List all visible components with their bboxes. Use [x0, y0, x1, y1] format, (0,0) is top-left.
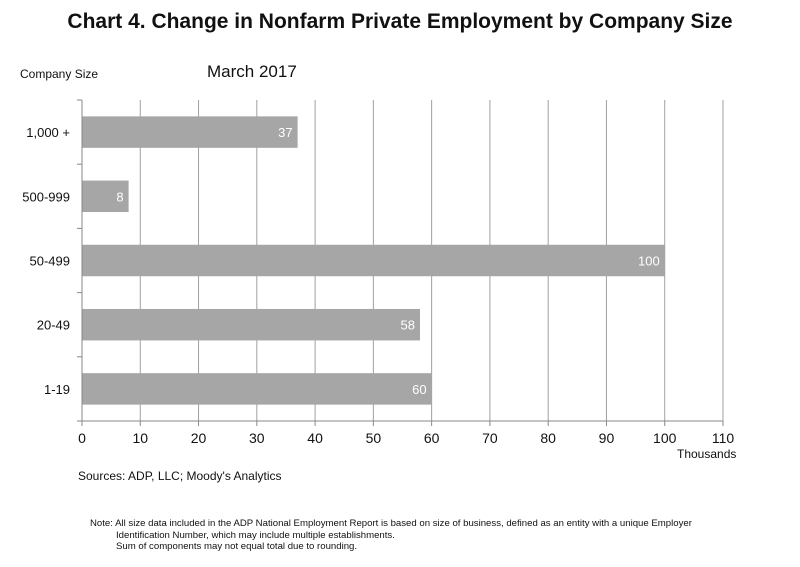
footnote-line-3: Sum of components may not equal total du… [116, 541, 358, 552]
category-label: 1,000 + [26, 125, 70, 140]
x-tick-label: 40 [307, 430, 323, 446]
bar [82, 116, 298, 148]
x-tick-label: 100 [653, 430, 677, 446]
category-label: 20-49 [37, 318, 70, 333]
x-tick-label: 0 [78, 430, 86, 446]
bar [82, 308, 420, 341]
bar [82, 244, 665, 277]
x-tick-label: 30 [249, 430, 265, 446]
x-axis-units-label: Thousands [677, 447, 737, 461]
bar [82, 373, 432, 405]
x-tick-label: 80 [540, 430, 556, 446]
footnote-line-1: Note: All size data included in the ADP … [90, 518, 692, 529]
x-tick-label: 10 [132, 430, 148, 446]
data-label: 60 [412, 382, 426, 397]
x-tick-label: 20 [191, 430, 207, 446]
x-tick-label: 50 [366, 430, 382, 446]
data-label: 100 [638, 254, 660, 269]
y-axis-label: Company Size [20, 67, 99, 81]
bar [82, 180, 129, 213]
x-tick-label: 90 [599, 430, 615, 446]
chart-title: Chart 4. Change in Nonfarm Private Emplo… [67, 10, 733, 33]
footnote: Note: All size data included in the ADP … [90, 518, 780, 553]
category-label: 500-999 [22, 189, 70, 204]
category-label: 1-19 [44, 382, 70, 397]
x-tick-label: 70 [482, 430, 498, 446]
sources-note: Sources: ADP, LLC; Moody's Analytics [78, 469, 282, 483]
x-tick-label: 110 [712, 430, 735, 446]
chart-subtitle: March 2017 [207, 62, 297, 81]
x-tick-label: 60 [424, 430, 440, 446]
data-label: 8 [116, 189, 123, 204]
footnote-line-2: Identification Number, which may include… [116, 529, 395, 541]
data-label: 37 [278, 125, 292, 140]
category-label: 50-499 [30, 254, 70, 269]
data-label: 58 [401, 318, 415, 333]
